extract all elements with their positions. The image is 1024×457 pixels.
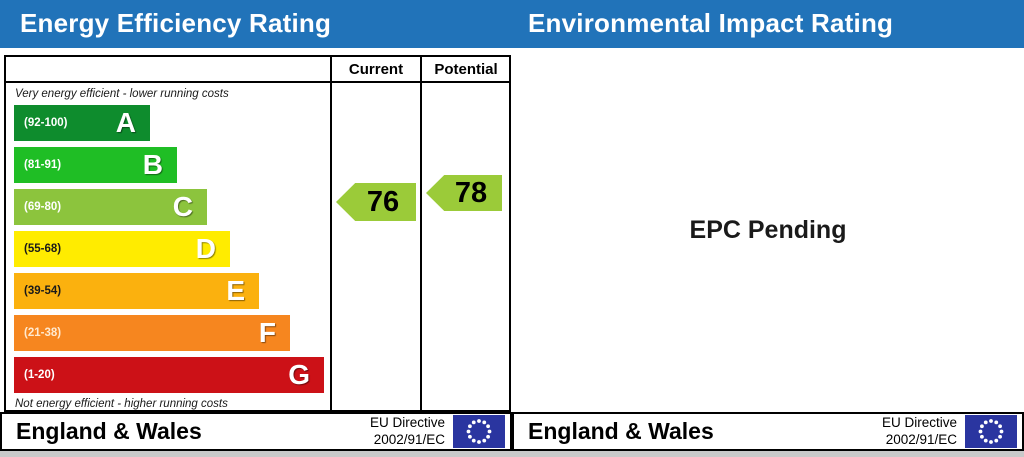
band-letter: G bbox=[288, 359, 310, 390]
band-letter: A bbox=[115, 107, 136, 138]
column-header-current: Current bbox=[348, 61, 404, 78]
band-range-label: (55-68) bbox=[24, 243, 62, 255]
band-letter: D bbox=[195, 233, 216, 264]
band-range-label: (1-20) bbox=[24, 369, 55, 381]
band-range-label: (39-54) bbox=[24, 285, 62, 297]
band-row-f: (21-38) F bbox=[14, 315, 290, 351]
eu-flag-icon bbox=[965, 415, 1017, 448]
header-row-underline bbox=[6, 81, 509, 83]
bottom-gray-strip bbox=[0, 451, 1024, 457]
footer-energy: England & Wales EU Directive 2002/91/EC bbox=[0, 412, 512, 451]
epc-pending-message: EPC Pending bbox=[689, 215, 847, 244]
current-rating-value: 76 bbox=[366, 185, 400, 218]
header-bar: Energy Efficiency Rating Environmental I… bbox=[0, 0, 1024, 48]
band-letter: F bbox=[258, 317, 276, 348]
band-row-g: (1-20) G bbox=[14, 357, 324, 393]
band-range-label: (92-100) bbox=[24, 117, 68, 129]
band-letter: C bbox=[172, 191, 193, 222]
column-divider-current bbox=[330, 57, 332, 410]
band-range-label: (81-91) bbox=[24, 159, 62, 171]
eu-directive-label: EU Directive 2002/91/EC bbox=[370, 415, 445, 447]
band-row-c: (69-80) C bbox=[14, 189, 207, 225]
efficiency-bottom-note: Not energy efficient - higher running co… bbox=[15, 398, 228, 410]
potential-rating-value: 78 bbox=[454, 176, 488, 209]
current-rating-arrow: 76 bbox=[336, 183, 416, 221]
column-divider-potential bbox=[420, 57, 422, 410]
eu-directive-line1: EU Directive bbox=[881, 415, 957, 431]
footer-directive-group: EU Directive 2002/91/EC bbox=[370, 415, 510, 448]
potential-rating-arrow: 78 bbox=[426, 175, 502, 211]
band-range-label: (69-80) bbox=[24, 201, 62, 213]
footer-directive-group: EU Directive 2002/91/EC bbox=[882, 415, 1022, 448]
band-row-b: (81-91) B bbox=[14, 147, 177, 183]
footer-region-label: England & Wales bbox=[16, 418, 202, 444]
efficiency-top-note: Very energy efficient - lower running co… bbox=[15, 88, 229, 100]
footer-region-label: England & Wales bbox=[528, 418, 714, 444]
eu-directive-line2: 2002/91/EC bbox=[885, 431, 957, 447]
eu-directive-line1: EU Directive bbox=[369, 415, 445, 431]
eu-flag-icon bbox=[453, 415, 505, 448]
energy-rating-chart: Current Potential Very energy efficient … bbox=[4, 55, 511, 412]
band-range-label: (21-38) bbox=[24, 327, 62, 339]
energy-rating-title: Energy Efficiency Rating bbox=[20, 8, 332, 38]
eu-directive-line2: 2002/91/EC bbox=[373, 431, 445, 447]
band-letter: E bbox=[226, 275, 245, 306]
band-row-d: (55-68) D bbox=[14, 231, 230, 267]
column-header-potential: Potential bbox=[434, 61, 498, 78]
eu-directive-label: EU Directive 2002/91/EC bbox=[882, 415, 957, 447]
environmental-impact-panel: EPC Pending bbox=[512, 48, 1024, 412]
footer-environmental: England & Wales EU Directive 2002/91/EC bbox=[512, 412, 1024, 451]
band-row-e: (39-54) E bbox=[14, 273, 259, 309]
band-row-a: (92-100) A bbox=[14, 105, 150, 141]
environmental-rating-title: Environmental Impact Rating bbox=[528, 8, 894, 38]
band-letter: B bbox=[142, 149, 163, 180]
